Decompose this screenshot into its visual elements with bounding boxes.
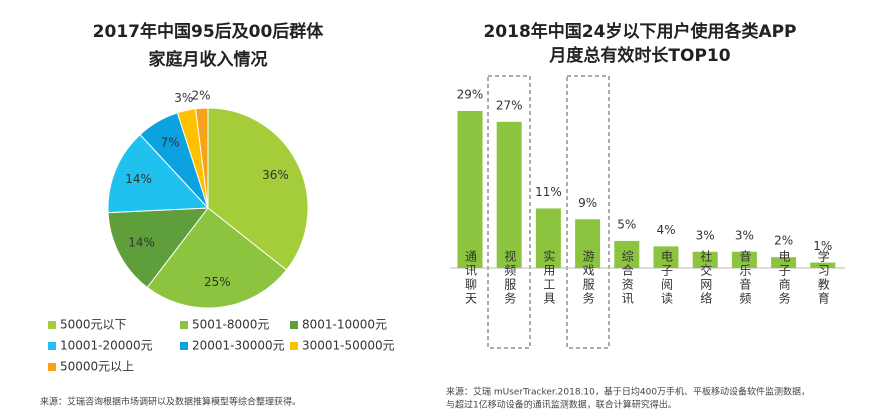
x-tick-label: 电子阅读 (660, 250, 674, 306)
legend-label: 50000元以上 (60, 360, 134, 374)
source-note: 来源：艾瑞咨询根据市场调研以及数据推算模型等综合整理获得。 (40, 396, 301, 408)
bar-label: 29% (457, 88, 484, 102)
legend-label: 8001-10000元 (302, 318, 387, 332)
bar-label: 2% (774, 234, 793, 248)
bar-label: 5% (617, 217, 636, 231)
chart-title: 2018年中国24岁以下用户使用各类APP (483, 21, 796, 42)
legend-swatch (290, 321, 298, 329)
x-tick-label: 社交网络 (699, 249, 713, 306)
x-tick-label: 实用工具 (542, 249, 556, 306)
pie-slice (146, 207, 288, 309)
legend-label: 5000元以下 (60, 318, 127, 332)
legend-swatch (48, 342, 56, 350)
bar-label: 1% (813, 239, 832, 253)
x-tick-label: 学习教育 (816, 249, 830, 306)
bar (496, 121, 522, 269)
bar (653, 246, 679, 268)
chart-title: 月度总有效时长TOP10 (548, 45, 730, 66)
bar (535, 208, 561, 268)
bar (731, 251, 757, 268)
bar-label: 4% (656, 223, 675, 237)
bar-label: 3% (735, 228, 754, 242)
x-tick-label: 电子商务 (777, 250, 791, 306)
legend-label: 20001-30000元 (192, 339, 285, 353)
pie-slice (107, 207, 210, 289)
bar (614, 240, 640, 268)
bar (810, 262, 836, 268)
pie-slice (107, 133, 210, 214)
bar-label: 11% (535, 185, 562, 199)
source-note: 来源：艾瑞 mUserTracker.2018.10，基于日均400万手机、平板… (446, 386, 810, 398)
highlight-box (566, 75, 610, 349)
legend-swatch (180, 342, 188, 350)
chart-title: 2017年中国95后及00后群体 (93, 21, 325, 42)
x-tick-label: 综合资讯 (620, 250, 634, 306)
legend-label: 30001-50000元 (302, 339, 395, 353)
x-tick-label: 通讯聊天 (464, 250, 478, 306)
slice-label: 14% (128, 235, 155, 249)
chart-title: 家庭月收入情况 (149, 49, 268, 70)
bar (457, 111, 483, 268)
highlight-box (487, 75, 531, 349)
x-tick-label: 游戏服务 (581, 250, 595, 306)
legend-label: 5001-8000元 (192, 318, 269, 332)
bar-label: 9% (578, 196, 597, 210)
slice-label: 14% (125, 172, 152, 186)
legend-swatch (180, 321, 188, 329)
slice-label: 7% (161, 136, 180, 150)
bar (575, 219, 601, 268)
pie-slice (195, 107, 209, 209)
bar (771, 257, 797, 268)
slice-label: 3% (174, 91, 193, 105)
slice-label: 2% (192, 89, 211, 103)
x-tick-label: 音乐音频 (738, 249, 752, 306)
x-tick-label: 视频服务 (503, 249, 517, 306)
slice-label: 36% (262, 168, 289, 182)
bar-label: 27% (496, 98, 523, 112)
bar-label: 3% (696, 228, 715, 242)
legend-swatch (48, 321, 56, 329)
pie-slice (207, 107, 309, 271)
legend-label: 10001-20000元 (60, 339, 153, 353)
source-note: 与超过1亿移动设备的通讯监测数据，联合计算研究得出。 (446, 399, 677, 411)
legend-swatch (290, 342, 298, 350)
slice-label: 25% (204, 275, 231, 289)
bar (692, 251, 718, 268)
legend-swatch (48, 363, 56, 371)
